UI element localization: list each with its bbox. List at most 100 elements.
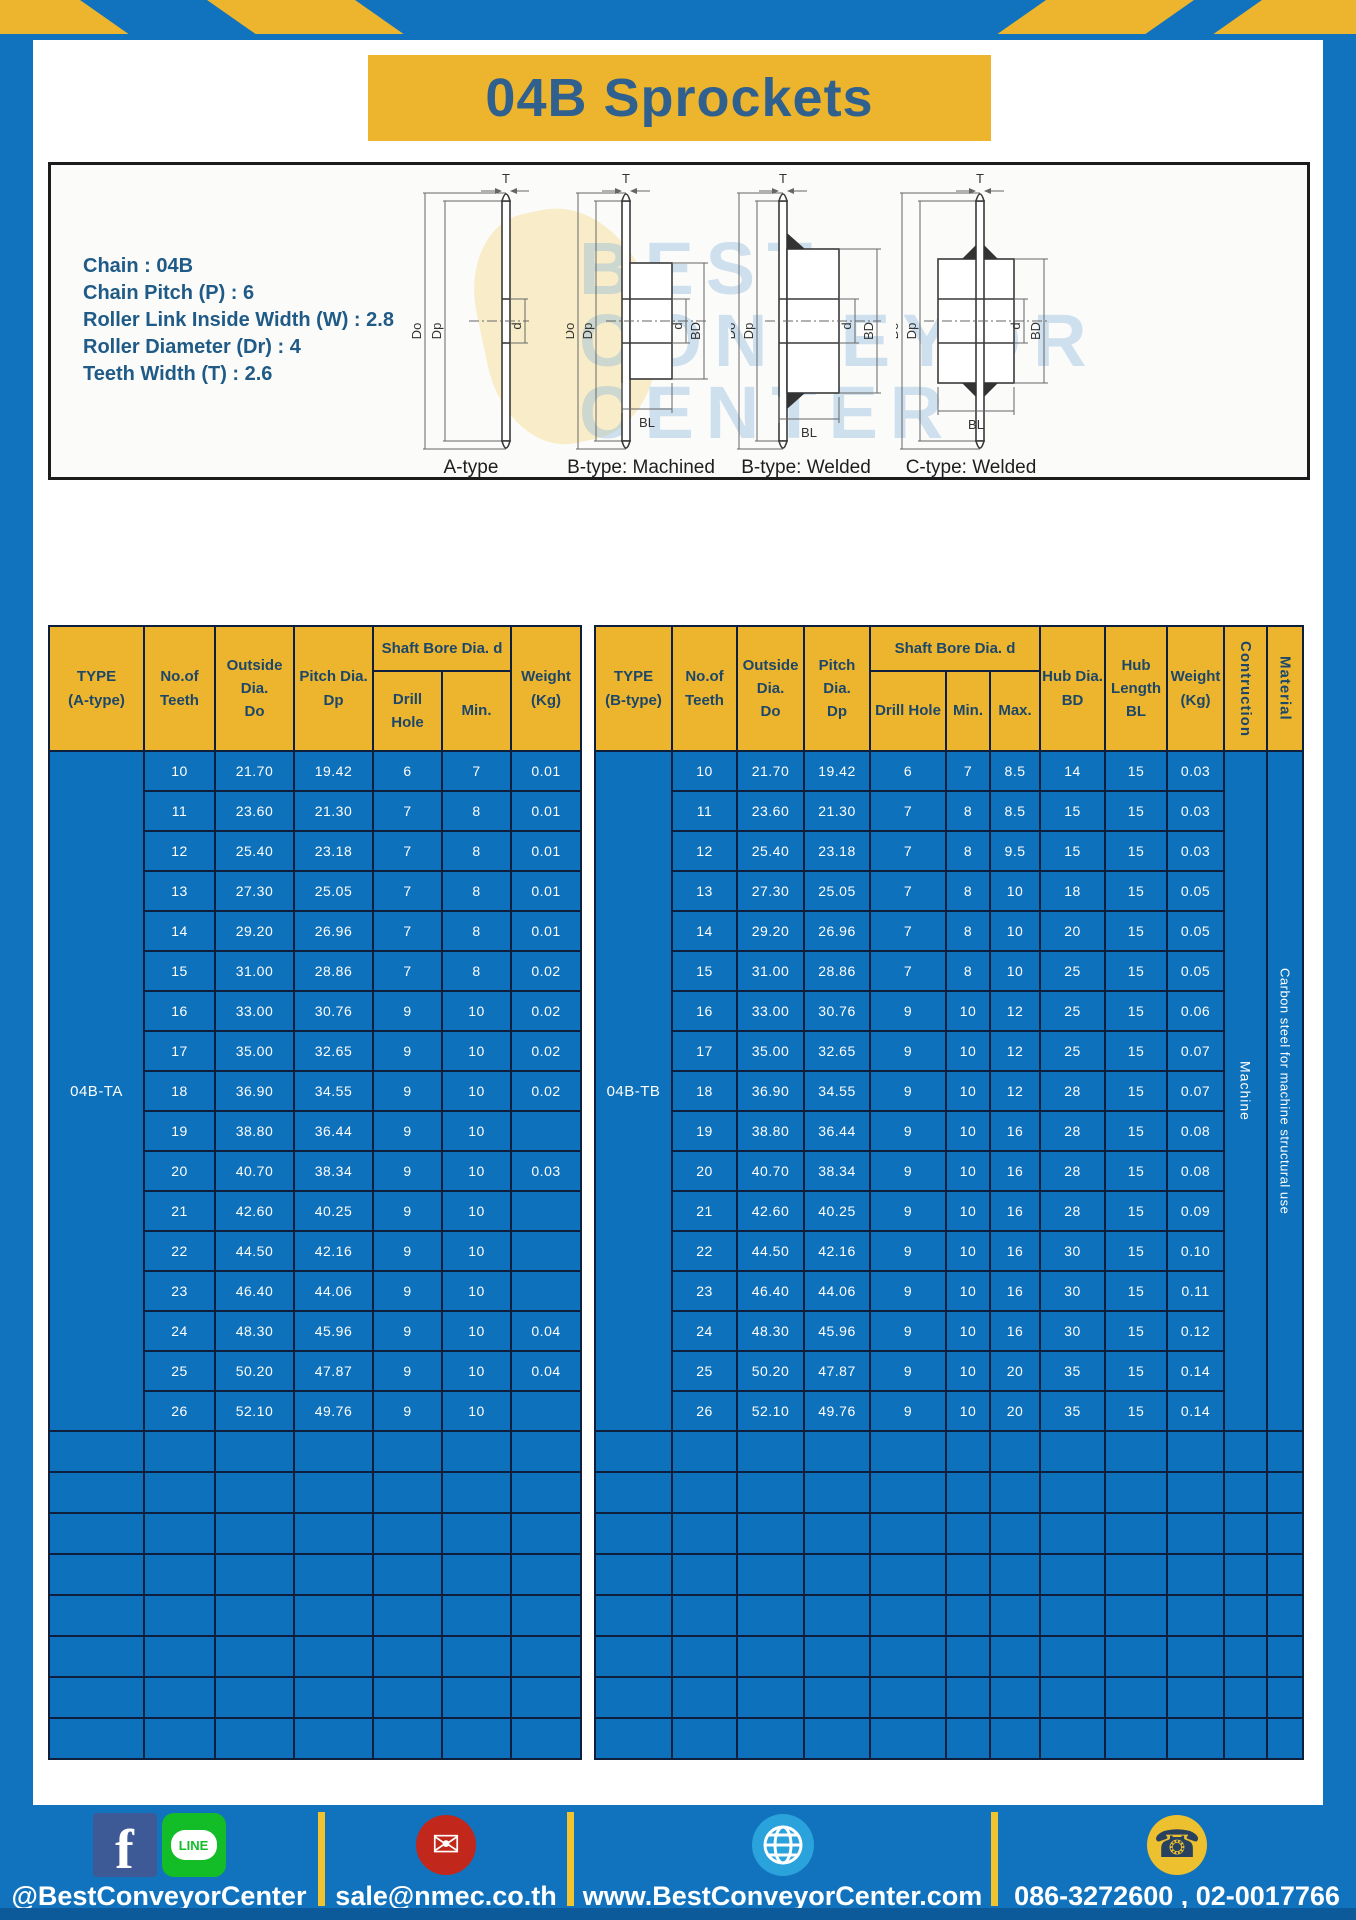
col-header-pitch-dia: Pitch Dia. Dp [803, 625, 871, 752]
empty-cell [945, 1635, 991, 1678]
data-cell: 0.01 [510, 790, 583, 832]
data-cell: 18 [671, 1070, 738, 1112]
data-cell: 32.65 [803, 1030, 871, 1072]
data-cell: 40.70 [214, 1150, 295, 1192]
data-cell: 9 [372, 1310, 443, 1352]
data-cell: 38.80 [214, 1110, 295, 1152]
data-cell: 6 [372, 750, 443, 792]
data-cell: 10 [440, 1070, 513, 1112]
empty-cell [1104, 1717, 1169, 1760]
data-cell: 25 [1039, 950, 1107, 992]
data-cell: 0.02 [510, 950, 583, 992]
empty-cell [1104, 1430, 1169, 1473]
empty-row [48, 1717, 583, 1760]
empty-cell [803, 1717, 871, 1760]
data-cell: 35 [1039, 1350, 1107, 1392]
empty-cell [803, 1676, 871, 1719]
data-cell: 9 [869, 1070, 947, 1112]
col-header-material: Material [1266, 625, 1305, 752]
top-stripe-band [0, 0, 1356, 34]
empty-cell [440, 1717, 513, 1760]
data-cell: 10 [440, 1310, 513, 1352]
empty-cell [736, 1635, 805, 1678]
data-cell: 14 [671, 910, 738, 952]
data-cell: 47.87 [803, 1350, 871, 1392]
social-icons: f LINE [92, 1812, 226, 1878]
stripe-icon [997, 0, 1194, 34]
data-cell [510, 1110, 583, 1152]
empty-cell [48, 1512, 145, 1555]
data-cell: 21.30 [293, 790, 374, 832]
data-cell: 15 [1039, 790, 1107, 832]
empty-cell [1039, 1430, 1107, 1473]
data-cell: 20 [988, 1350, 1042, 1392]
data-cell: 10 [945, 1110, 991, 1152]
empty-cell [1166, 1717, 1226, 1760]
empty-cell [945, 1676, 991, 1719]
data-cell: 0.05 [1166, 910, 1226, 952]
data-cell: 44.50 [214, 1230, 295, 1272]
spec-line: Teeth Width (T) : 2.6 [83, 363, 273, 385]
facebook-icon: f [92, 1813, 157, 1877]
data-cell [510, 1230, 583, 1272]
data-cell: 0.02 [510, 1030, 583, 1072]
data-cell: 7 [372, 790, 443, 832]
data-cell: 11 [671, 790, 738, 832]
data-cell: 0.07 [1166, 1070, 1226, 1112]
empty-row [48, 1553, 583, 1596]
data-cell: 49.76 [803, 1390, 871, 1432]
svg-text:T: T [622, 171, 630, 186]
data-cell: 35.00 [214, 1030, 295, 1072]
data-cell: 27.30 [736, 870, 805, 912]
data-cell: 16 [988, 1190, 1042, 1232]
data-cell: 10 [440, 990, 513, 1032]
sprocket-table-b-type: TYPE (B-type) No.of Teeth Outside Dia. D… [594, 625, 1305, 1760]
data-cell: 23.18 [803, 830, 871, 872]
footer-bottom-strip [0, 1908, 1356, 1920]
empty-cell [945, 1471, 991, 1514]
empty-cell [214, 1594, 295, 1637]
empty-cell [143, 1430, 216, 1473]
data-cell: 25 [1039, 990, 1107, 1032]
empty-cell [293, 1430, 374, 1473]
empty-cell [143, 1471, 216, 1514]
empty-cell [1266, 1553, 1305, 1596]
table-row: 16 33.00 30.76 9 10 12 25 15 0.06 [595, 990, 1303, 1032]
data-cell: 31.00 [736, 950, 805, 992]
line-icon: LINE [161, 1813, 226, 1877]
data-cell: 0.05 [1166, 870, 1226, 912]
data-cell: 52.10 [214, 1390, 295, 1432]
data-cell: 23.18 [293, 830, 374, 872]
empty-cell [48, 1430, 145, 1473]
empty-cell [1104, 1635, 1169, 1678]
svg-text:Dp: Dp [580, 323, 595, 340]
data-cell: 15 [143, 950, 216, 992]
empty-cell [1104, 1512, 1169, 1555]
empty-cell [372, 1594, 443, 1637]
table-row: 13 27.30 25.05 7 8 0.01 [49, 870, 583, 912]
footer-email-section: ✉ sale@nmec.co.th [325, 1805, 567, 1920]
empty-cell [440, 1594, 513, 1637]
empty-cell [1223, 1594, 1269, 1637]
data-cell: 12 [988, 1030, 1042, 1072]
data-cell: 25 [143, 1350, 216, 1392]
document-page: 04B Sprockets BEST CONVEYOR CENTER Chain… [33, 40, 1323, 1805]
data-cell: 18 [1039, 870, 1107, 912]
data-cell: 28 [1039, 1110, 1107, 1152]
data-cell [510, 1270, 583, 1312]
caption-a-type: A-type [443, 457, 499, 478]
data-cell: 19.42 [293, 750, 374, 792]
data-cell: 20 [143, 1150, 216, 1192]
data-cell: 46.40 [736, 1270, 805, 1312]
title-banner: 04B Sprockets [368, 55, 991, 141]
empty-row [48, 1430, 583, 1473]
empty-cell [1266, 1594, 1305, 1637]
col-header-pitch-dia: Pitch Dia. Dp [293, 625, 374, 752]
data-cell: 15 [1104, 1270, 1169, 1312]
data-cell: 0.04 [510, 1350, 583, 1392]
data-cell: 29.20 [736, 910, 805, 952]
envelope-glyph: ✉ [431, 1826, 461, 1864]
empty-cell [372, 1717, 443, 1760]
data-cell: 27.30 [214, 870, 295, 912]
